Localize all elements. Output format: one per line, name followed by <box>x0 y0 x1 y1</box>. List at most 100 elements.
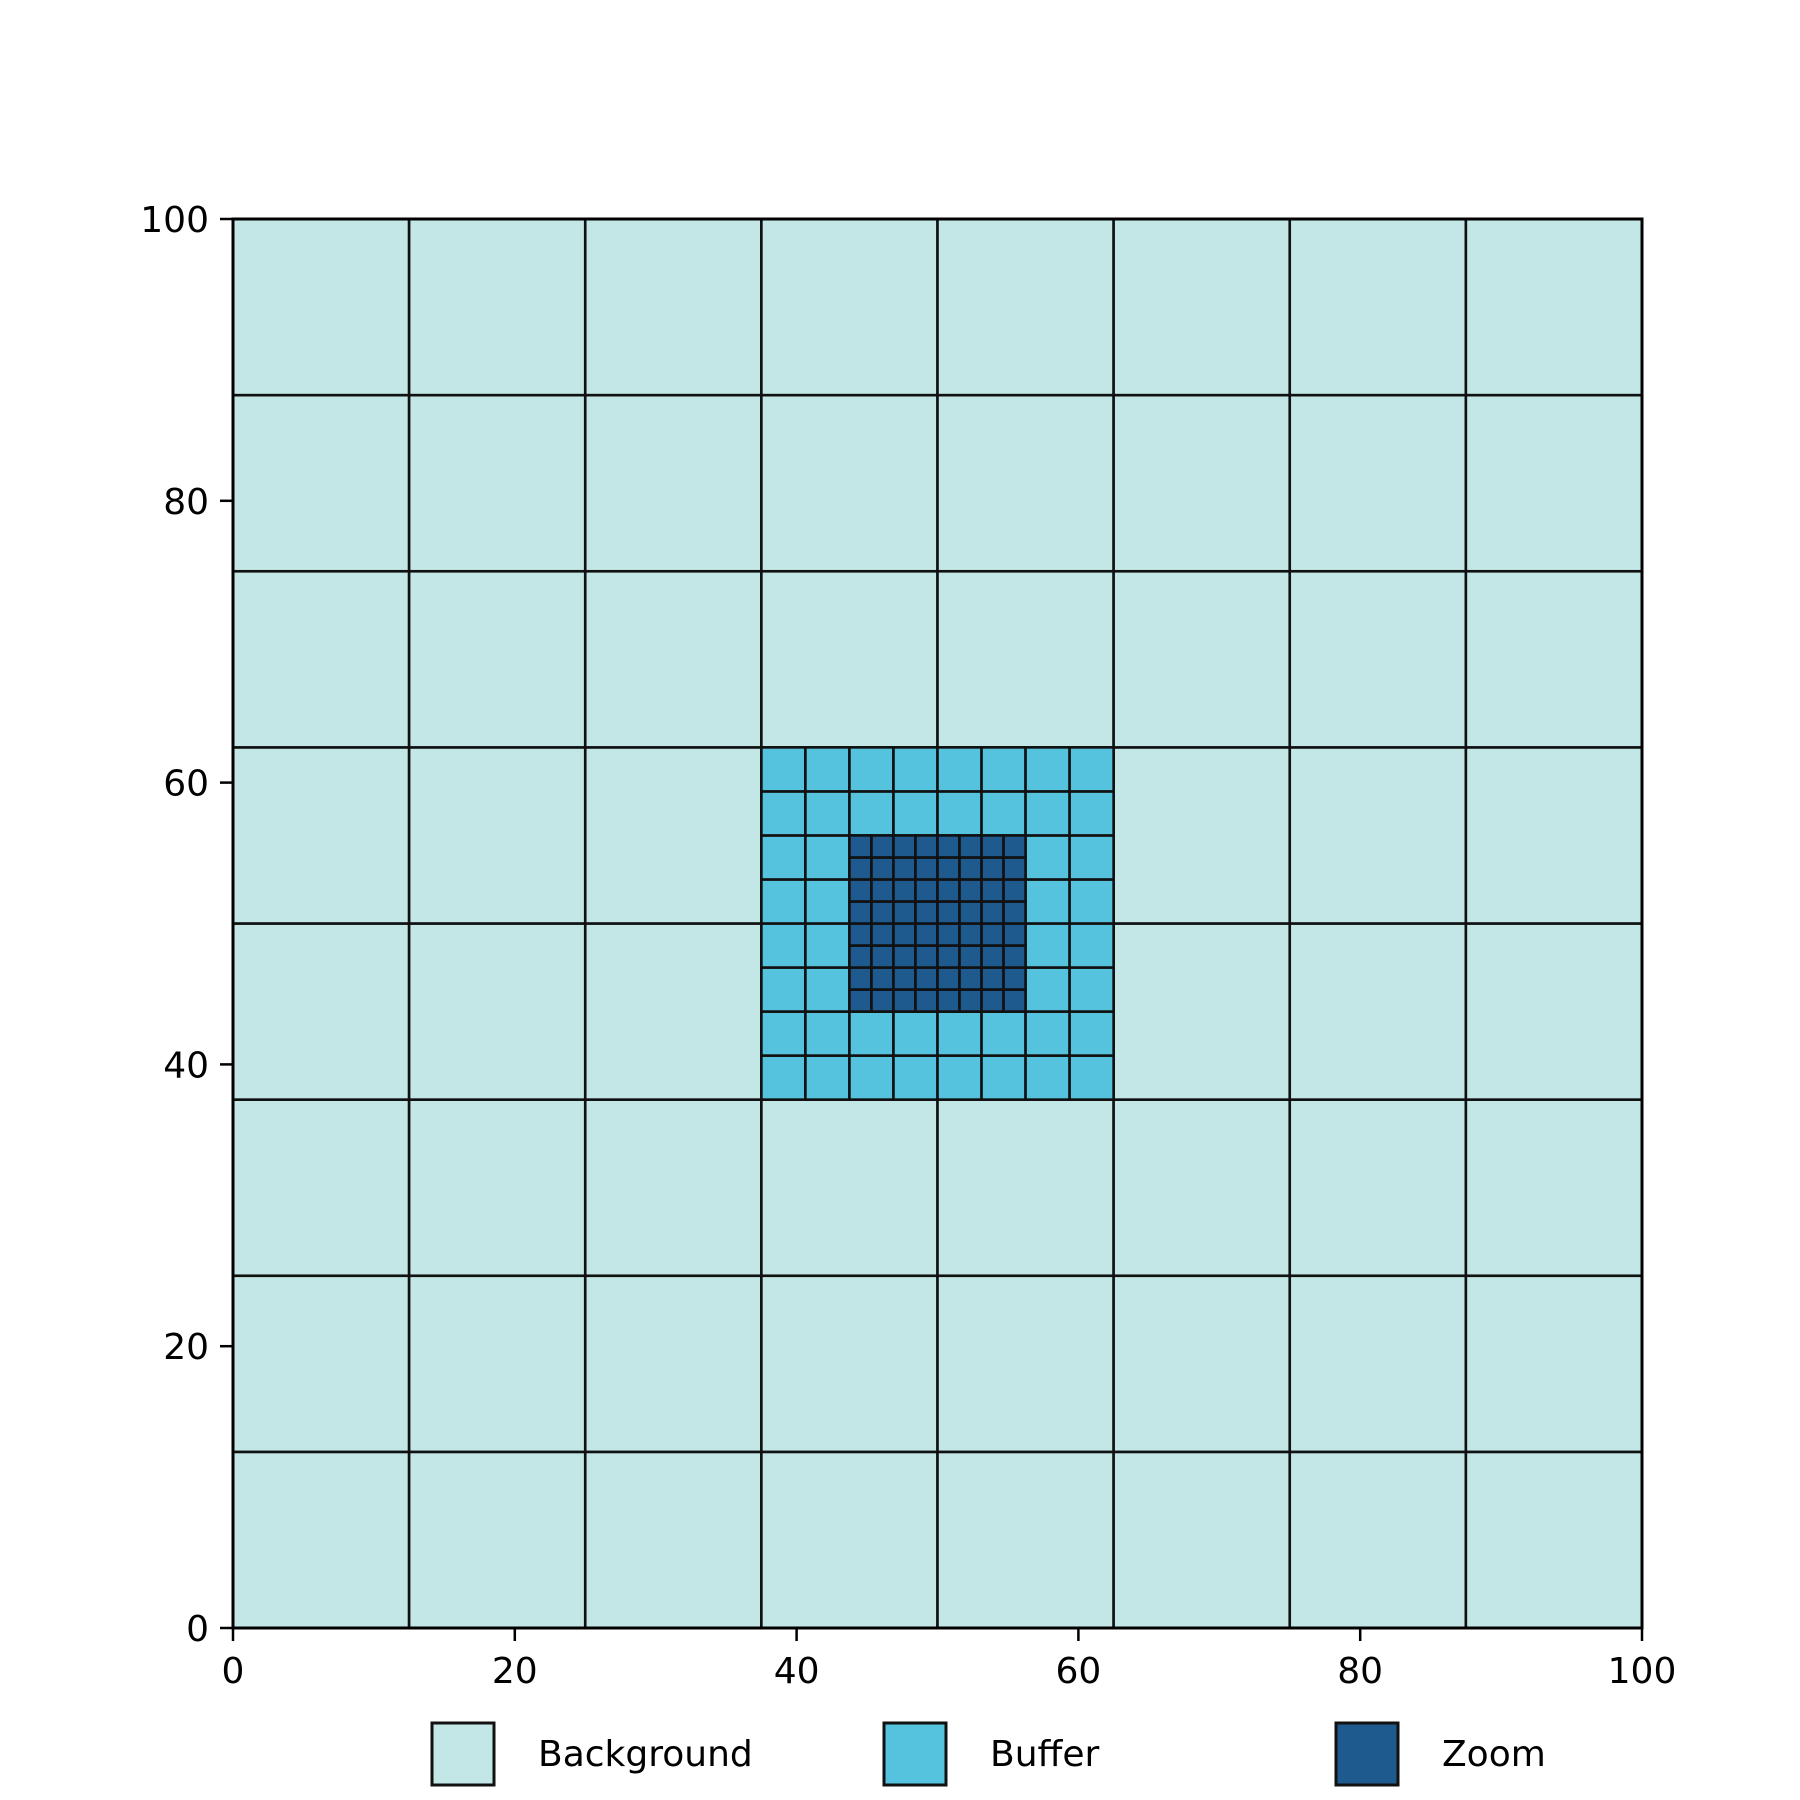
x-tick-label: 40 <box>774 1651 820 1692</box>
zoom-cell <box>1002 922 1027 947</box>
x-tick-label: 100 <box>1608 1651 1677 1692</box>
background-cell <box>1112 217 1292 397</box>
background-cell <box>407 569 587 749</box>
buffer-cell <box>980 746 1027 793</box>
buffer-cell <box>804 834 851 881</box>
buffer-cell <box>1024 1054 1071 1101</box>
y-tick-label: 0 <box>186 1609 209 1650</box>
background-cell <box>1288 922 1468 1101</box>
background-cell <box>1112 393 1292 573</box>
zoom-cell <box>914 944 939 969</box>
zoom-cell <box>870 922 895 947</box>
zoom-cell <box>980 878 1005 903</box>
background-cell <box>583 1098 763 1278</box>
background-cell <box>583 217 763 397</box>
background-cell <box>407 1098 587 1278</box>
buffer-cell <box>1068 922 1115 969</box>
background-cell <box>231 569 411 749</box>
background-cell <box>1464 217 1644 397</box>
buffer-cell <box>892 1054 939 1101</box>
zoom-cell <box>892 988 917 1013</box>
legend-label: Background <box>538 1734 753 1775</box>
zoom-cell <box>958 856 983 881</box>
y-tick-label: 100 <box>140 200 209 241</box>
legend-label: Buffer <box>990 1734 1099 1775</box>
zoom-cell <box>958 922 983 947</box>
background-cell <box>1288 746 1468 925</box>
buffer-cell <box>804 966 851 1013</box>
zoom-cell <box>870 900 895 925</box>
background-cell <box>407 217 587 397</box>
buffer-cell <box>760 790 807 837</box>
y-tick-label: 60 <box>163 764 209 805</box>
zoom-cell <box>870 856 895 881</box>
buffer-cell <box>760 922 807 969</box>
zoom-cell <box>914 856 939 881</box>
zoom-cell <box>980 922 1005 947</box>
x-tick-label: 20 <box>492 1651 538 1692</box>
buffer-cell <box>1068 746 1115 793</box>
zoom-cell <box>870 834 895 859</box>
zoom-cell <box>892 922 917 947</box>
buffer-cell <box>804 922 851 969</box>
buffer-cell <box>804 1010 851 1057</box>
background-cell <box>1288 1274 1468 1454</box>
background-cell <box>1112 1274 1292 1454</box>
x-axis: 0 20 40 60 80 100 <box>222 1628 1677 1692</box>
background-cell <box>1464 1450 1644 1630</box>
background-cell <box>583 393 763 573</box>
background-cell <box>1288 1098 1468 1278</box>
grid-cells <box>231 217 1644 1630</box>
buffer-cell <box>804 878 851 925</box>
zoom-cell <box>936 922 961 947</box>
background-cell <box>936 217 1115 397</box>
background-cell <box>1112 1098 1292 1278</box>
buffer-cell <box>1024 790 1071 837</box>
zoom-cell <box>980 988 1005 1013</box>
legend: Background Buffer Zoom <box>430 1721 1546 1787</box>
background-cell <box>760 1274 939 1454</box>
zoom-cell <box>958 900 983 925</box>
zoom-cell <box>936 966 961 991</box>
buffer-cell <box>1024 1010 1071 1057</box>
zoom-cell <box>958 878 983 903</box>
zoom-cell <box>936 878 961 903</box>
background-cell <box>1112 746 1292 925</box>
background-cell <box>936 569 1115 749</box>
background-cell <box>231 746 411 925</box>
plot-frame <box>231 217 1644 1630</box>
buffer-cell <box>892 1010 939 1057</box>
background-cell <box>1288 217 1468 397</box>
buffer-cell <box>760 834 807 881</box>
background-cell <box>1464 746 1644 925</box>
zoom-cell <box>848 922 873 947</box>
y-axis: 0 20 40 60 80 100 <box>140 200 233 1650</box>
zoom-cell <box>958 988 983 1013</box>
zoom-cell <box>1002 966 1027 991</box>
zoom-cell <box>958 944 983 969</box>
zoom-cell <box>980 900 1005 925</box>
background-cell <box>1112 1450 1292 1630</box>
zoom-cell <box>848 966 873 991</box>
zoom-cell <box>980 966 1005 991</box>
zoom-cell <box>870 878 895 903</box>
legend-label: Zoom <box>1442 1734 1546 1775</box>
background-cell <box>1464 1098 1644 1278</box>
zoom-cell <box>892 944 917 969</box>
background-cell <box>407 922 587 1101</box>
zoom-cell <box>892 900 917 925</box>
background-cell <box>1288 569 1468 749</box>
buffer-cell <box>760 966 807 1013</box>
buffer-cell <box>848 1010 895 1057</box>
zoom-cell <box>848 834 873 859</box>
buffer-cell <box>892 746 939 793</box>
y-tick-label: 20 <box>163 1327 209 1368</box>
background-cell <box>936 1274 1115 1454</box>
background-cell <box>760 1450 939 1630</box>
legend-swatch <box>882 1721 948 1787</box>
background-cell <box>1464 922 1644 1101</box>
y-tick-label: 80 <box>163 482 209 523</box>
background-cell <box>1288 393 1468 573</box>
buffer-cell <box>848 746 895 793</box>
